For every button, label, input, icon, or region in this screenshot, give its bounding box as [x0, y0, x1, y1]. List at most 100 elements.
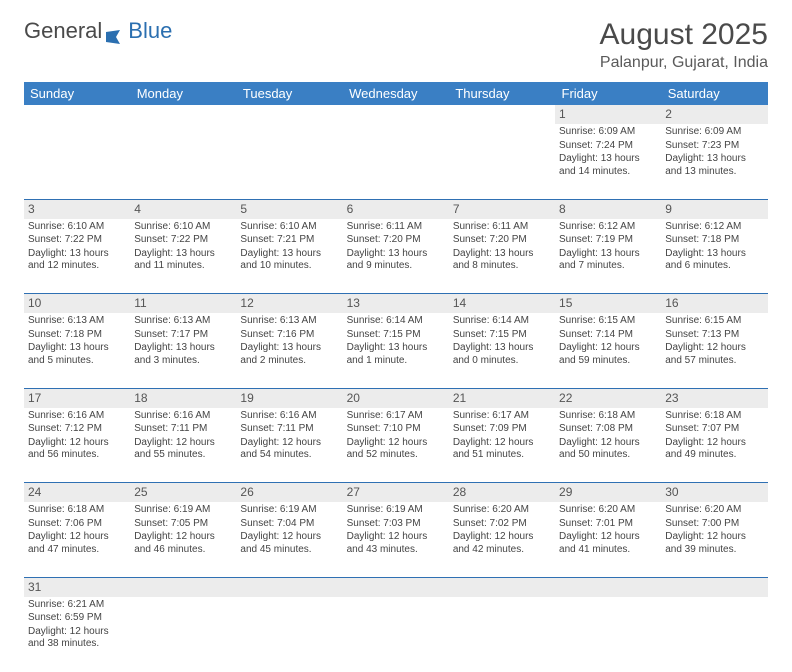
sunset-text: Sunset: 7:07 PM — [665, 423, 763, 436]
daylight-text: Daylight: 12 hours and 41 minutes. — [559, 531, 657, 556]
day-cell: Sunrise: 6:20 AMSunset: 7:02 PMDaylight:… — [449, 502, 555, 577]
title-block: August 2025 Palanpur, Gujarat, India — [600, 18, 768, 72]
weekday-header: Friday — [555, 82, 661, 105]
day-number: 12 — [236, 294, 342, 314]
day-number: 3 — [24, 199, 130, 219]
weekday-header: Thursday — [449, 82, 555, 105]
sunset-text: Sunset: 7:00 PM — [665, 518, 763, 531]
sunset-text: Sunset: 7:02 PM — [453, 518, 551, 531]
daylight-text: Daylight: 12 hours and 59 minutes. — [559, 342, 657, 367]
day-number: 9 — [661, 199, 767, 219]
logo-blue: Blue — [128, 18, 172, 44]
daylight-text: Daylight: 13 hours and 8 minutes. — [453, 248, 551, 273]
day-number: 20 — [343, 388, 449, 408]
sunset-text: Sunset: 7:20 PM — [347, 234, 445, 247]
daylight-text: Daylight: 12 hours and 46 minutes. — [134, 531, 232, 556]
day-cell: Sunrise: 6:20 AMSunset: 7:00 PMDaylight:… — [661, 502, 767, 577]
day-cell: Sunrise: 6:10 AMSunset: 7:22 PMDaylight:… — [130, 219, 236, 294]
sunrise-text: Sunrise: 6:10 AM — [28, 221, 126, 234]
sunset-text: Sunset: 7:15 PM — [347, 329, 445, 342]
day-number: 8 — [555, 199, 661, 219]
sunset-text: Sunset: 7:22 PM — [28, 234, 126, 247]
daylight-text: Daylight: 13 hours and 14 minutes. — [559, 153, 657, 178]
day-number: 6 — [343, 199, 449, 219]
day-number: 14 — [449, 294, 555, 314]
sunset-text: Sunset: 7:23 PM — [665, 140, 763, 153]
day-cell: Sunrise: 6:21 AMSunset: 6:59 PMDaylight:… — [24, 597, 130, 672]
sunrise-text: Sunrise: 6:18 AM — [28, 504, 126, 517]
day-cell: Sunrise: 6:15 AMSunset: 7:13 PMDaylight:… — [661, 313, 767, 388]
weekday-header: Wednesday — [343, 82, 449, 105]
day-number: 18 — [130, 388, 236, 408]
day-number: 21 — [449, 388, 555, 408]
sunrise-text: Sunrise: 6:09 AM — [665, 126, 763, 139]
day-number: 4 — [130, 199, 236, 219]
day-number: 22 — [555, 388, 661, 408]
sunset-text: Sunset: 7:17 PM — [134, 329, 232, 342]
flag-icon — [106, 24, 126, 38]
day-number: 1 — [555, 105, 661, 124]
day-number: 28 — [449, 483, 555, 503]
content-row: Sunrise: 6:21 AMSunset: 6:59 PMDaylight:… — [24, 597, 768, 672]
sunset-text: Sunset: 7:10 PM — [347, 423, 445, 436]
day-cell: Sunrise: 6:09 AMSunset: 7:24 PMDaylight:… — [555, 124, 661, 199]
sunrise-text: Sunrise: 6:11 AM — [347, 221, 445, 234]
daylight-text: Daylight: 13 hours and 10 minutes. — [240, 248, 338, 273]
daylight-text: Daylight: 13 hours and 5 minutes. — [28, 342, 126, 367]
day-number: 16 — [661, 294, 767, 314]
day-number: 7 — [449, 199, 555, 219]
day-cell: Sunrise: 6:09 AMSunset: 7:23 PMDaylight:… — [661, 124, 767, 199]
sunset-text: Sunset: 7:08 PM — [559, 423, 657, 436]
day-number: 25 — [130, 483, 236, 503]
day-number — [130, 577, 236, 597]
day-number: 23 — [661, 388, 767, 408]
day-cell: Sunrise: 6:16 AMSunset: 7:11 PMDaylight:… — [130, 408, 236, 483]
weekday-header: Monday — [130, 82, 236, 105]
day-number: 24 — [24, 483, 130, 503]
sunrise-text: Sunrise: 6:16 AM — [240, 410, 338, 423]
sunrise-text: Sunrise: 6:18 AM — [665, 410, 763, 423]
sunrise-text: Sunrise: 6:20 AM — [559, 504, 657, 517]
weekday-header: Sunday — [24, 82, 130, 105]
day-cell — [236, 597, 342, 672]
logo-general: General — [24, 18, 102, 44]
day-number — [236, 577, 342, 597]
logo: General Blue — [24, 18, 172, 44]
sunset-text: Sunset: 7:22 PM — [134, 234, 232, 247]
sunrise-text: Sunrise: 6:12 AM — [665, 221, 763, 234]
sunrise-text: Sunrise: 6:16 AM — [28, 410, 126, 423]
sunrise-text: Sunrise: 6:13 AM — [134, 315, 232, 328]
sunset-text: Sunset: 7:12 PM — [28, 423, 126, 436]
sunset-text: Sunset: 7:14 PM — [559, 329, 657, 342]
location: Palanpur, Gujarat, India — [600, 54, 768, 72]
day-number: 15 — [555, 294, 661, 314]
sunset-text: Sunset: 7:20 PM — [453, 234, 551, 247]
sunrise-text: Sunrise: 6:11 AM — [453, 221, 551, 234]
day-number: 17 — [24, 388, 130, 408]
day-cell — [449, 597, 555, 672]
day-cell: Sunrise: 6:18 AMSunset: 7:08 PMDaylight:… — [555, 408, 661, 483]
content-row: Sunrise: 6:10 AMSunset: 7:22 PMDaylight:… — [24, 219, 768, 294]
sunset-text: Sunset: 7:21 PM — [240, 234, 338, 247]
day-number: 2 — [661, 105, 767, 124]
day-cell — [236, 124, 342, 199]
month-title: August 2025 — [600, 18, 768, 52]
sunset-text: Sunset: 7:11 PM — [134, 423, 232, 436]
content-row: Sunrise: 6:16 AMSunset: 7:12 PMDaylight:… — [24, 408, 768, 483]
sunrise-text: Sunrise: 6:16 AM — [134, 410, 232, 423]
sunrise-text: Sunrise: 6:15 AM — [559, 315, 657, 328]
sunset-text: Sunset: 7:03 PM — [347, 518, 445, 531]
daylight-text: Daylight: 13 hours and 9 minutes. — [347, 248, 445, 273]
day-cell — [343, 597, 449, 672]
day-number: 29 — [555, 483, 661, 503]
sunset-text: Sunset: 7:06 PM — [28, 518, 126, 531]
sunset-text: Sunset: 6:59 PM — [28, 612, 126, 625]
day-number — [449, 105, 555, 124]
sunrise-text: Sunrise: 6:14 AM — [347, 315, 445, 328]
daylight-text: Daylight: 12 hours and 43 minutes. — [347, 531, 445, 556]
daylight-text: Daylight: 12 hours and 49 minutes. — [665, 437, 763, 462]
sunset-text: Sunset: 7:13 PM — [665, 329, 763, 342]
day-cell: Sunrise: 6:11 AMSunset: 7:20 PMDaylight:… — [343, 219, 449, 294]
day-number — [343, 105, 449, 124]
sunrise-text: Sunrise: 6:19 AM — [240, 504, 338, 517]
